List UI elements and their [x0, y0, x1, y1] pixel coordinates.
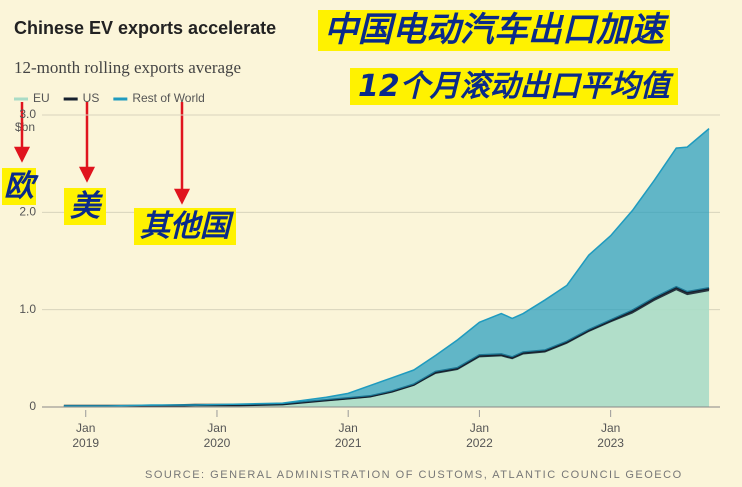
chart-subtitle: 12-month rolling exports average — [14, 58, 241, 77]
x-tick-label-line: Jan — [601, 421, 620, 435]
y-axis-label: $bn — [15, 120, 35, 134]
legend-label: EU — [33, 91, 50, 105]
x-tick-label-line: 2020 — [204, 436, 231, 450]
annotation: 其他国 — [134, 208, 236, 245]
x-tick-label-line: 2021 — [335, 436, 362, 450]
x-tick-label-line: 2019 — [72, 436, 99, 450]
plot — [42, 114, 720, 408]
y-tick-label: 2.0 — [19, 205, 36, 219]
x-tick-label: Jan 2022 — [466, 421, 493, 450]
y-tick-label: 0 — [29, 399, 36, 413]
legend-label: Rest of World — [132, 91, 204, 105]
annotation: 欧 — [2, 168, 36, 205]
area — [63, 128, 710, 407]
y-tick-label: 1.0 — [19, 302, 36, 316]
y-tick-label: 3.0 — [19, 107, 36, 121]
annotation: 美 — [64, 188, 106, 225]
annotation: 中国电动汽车出口加速 — [318, 10, 670, 52]
x-tick-label: Jan 2023 — [597, 421, 624, 450]
area — [63, 290, 710, 407]
arrows — [13, 102, 191, 205]
x-tick-label-line: Jan — [76, 421, 95, 435]
x-tick-label-line: Jan — [207, 421, 226, 435]
x-tick-label-line: Jan — [470, 421, 489, 435]
chart-title: Chinese EV exports accelerate — [14, 18, 276, 38]
x-tick-label: Jan 2019 — [72, 421, 99, 450]
x-tick-label: Jan 2020 — [204, 421, 231, 450]
x-tick-label: Jan 2021 — [335, 421, 362, 450]
x-tick-label-line: 2023 — [597, 436, 624, 450]
x-tick-label-line: Jan — [339, 421, 358, 435]
annotation: 12个月滚动出口平均值 — [350, 68, 678, 105]
legend-label: US — [83, 91, 100, 105]
source: SOURCE: GENERAL ADMINISTRATION OF CUSTOM… — [145, 469, 683, 481]
series-line — [63, 128, 710, 407]
x-tick-label-line: 2022 — [466, 436, 493, 450]
